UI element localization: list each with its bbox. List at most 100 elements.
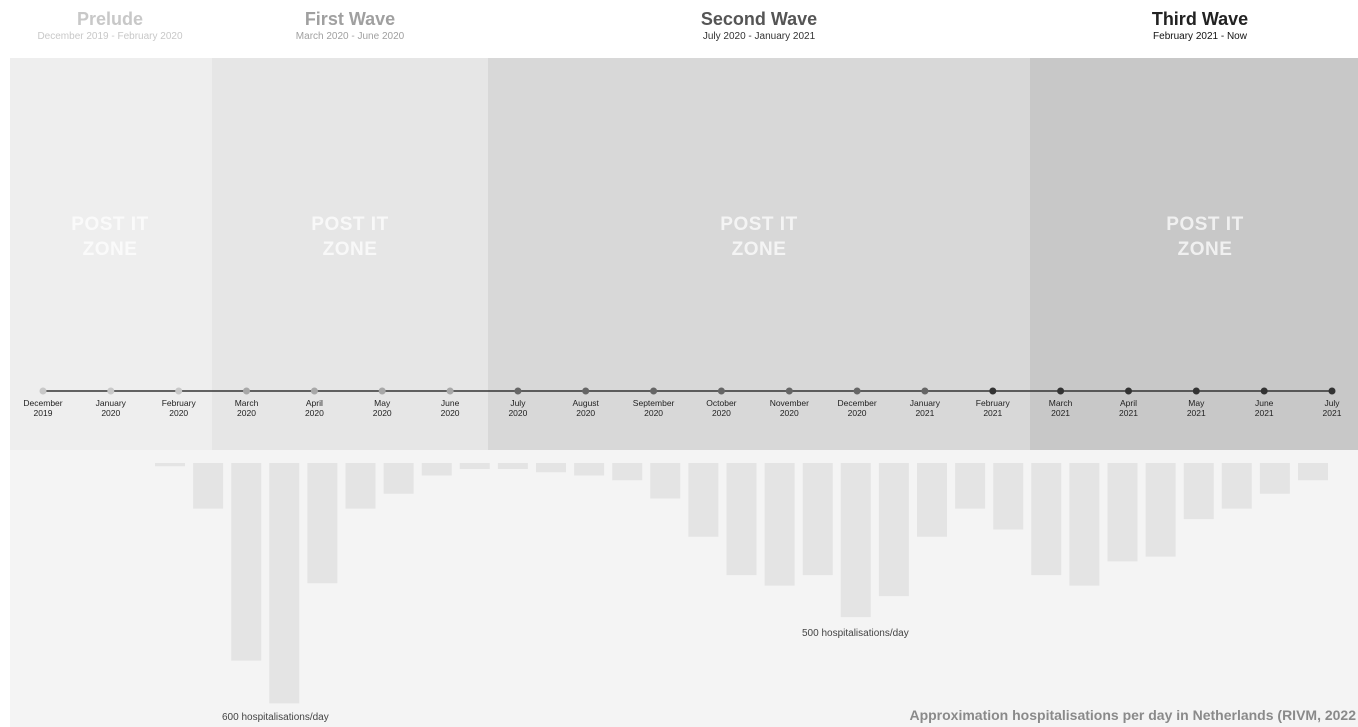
post-it-zone-line: ZONE [322,239,378,260]
timeline-month-label: May 2021 [1187,398,1206,418]
hospitalisation-bar [802,463,833,576]
timeline-dot [378,387,386,395]
post-it-zone-label: POST IT ZONE [659,212,859,262]
timeline-month-label: April 2021 [1119,398,1138,418]
wave-title: Second Wave [700,9,818,29]
wave-zone-3 [488,58,1030,450]
timeline-month-label: September 2020 [633,398,675,418]
timeline-dot [175,387,183,395]
post-it-zone-line: POST IT [71,214,149,235]
wave-zone-2 [212,58,488,450]
hospitalisation-bar [1221,463,1252,509]
hospitalisation-bar [574,463,605,476]
wave-header: Third Wave February 2021 - Now [1152,8,1248,44]
timeline-month-label: January 2020 [96,398,127,418]
timeline-month-label: June 2021 [1255,398,1274,418]
timeline-dot [717,387,725,395]
post-it-zone-line: ZONE [1177,239,1233,260]
post-it-zone-label: POST IT ZONE [10,212,210,262]
wave-zone-4 [1030,58,1358,450]
wave-date-range: March 2020 - June 2020 [295,31,405,42]
timeline-dot [650,387,658,395]
timeline-month-label: December 2019 [23,398,62,418]
hospitalisation-bar [764,463,795,586]
hospitalisation-bar [307,463,338,584]
hospitalisation-bar [345,463,376,509]
hospitalisation-bar [1145,463,1176,557]
hospitalisation-bar [1031,463,1062,576]
post-it-zone-line: POST IT [720,214,798,235]
hospitalisation-bar [1259,463,1290,494]
timeline-dot [921,387,929,395]
hospitalisation-bar [840,463,871,618]
hospitalisation-bar [612,463,643,481]
hospitalisation-bar [955,463,986,509]
post-it-zone-label: POST IT ZONE [1105,212,1305,262]
hospitalisation-bar [497,463,528,469]
wave-header: Prelude December 2019 - February 2020 [37,8,182,44]
peak-annotation-first-wave: 600 hospitalisations/day [222,712,329,723]
wave-title: Prelude [76,9,144,29]
timeline-dot [1057,387,1065,395]
timeline-month-label: June 2020 [441,398,460,418]
peak-annotation-second-wave: 500 hospitalisations/day [802,628,909,639]
wave-date-range: December 2019 - February 2020 [37,31,183,42]
hospitalisation-bar [155,463,185,467]
hospitalisation-bar [1183,463,1214,520]
wave-date-range: February 2021 - Now [1153,31,1247,42]
timeline-dot [582,387,590,395]
wave-header: First Wave March 2020 - June 2020 [296,8,404,44]
hospitalisation-bar [726,463,757,576]
timeline-month-label: July 2020 [508,398,527,418]
hospitalisation-bar [1069,463,1100,586]
timeline-dot [107,387,115,395]
timeline-dot [785,387,793,395]
hospitalisation-bar [193,463,224,509]
timeline-month-label: July 2021 [1323,398,1342,418]
hospitalisation-bar [688,463,719,537]
wave-title: First Wave [304,9,396,29]
timeline-month-label: February 2021 [976,398,1011,418]
timeline-dot [514,387,522,395]
source-caption: Approximation hospitalisations per day i… [909,707,1356,723]
post-it-zone-line: POST IT [311,214,389,235]
timeline-month-label: February 2020 [162,398,197,418]
timeline-month-label: October 2020 [706,398,736,418]
wave-date-range: July 2020 - January 2021 [702,31,816,42]
hospitalisation-bar [383,463,414,494]
hospitalisation-bar [231,463,262,661]
timeline-dot [310,387,318,395]
timeline-dot [1192,387,1200,395]
timeline-month-label: May 2020 [373,398,392,418]
post-it-zone-line: POST IT [1166,214,1244,235]
timeline-dot [39,387,47,395]
post-it-zone-line: ZONE [731,239,787,260]
timeline-dot [1260,387,1268,395]
post-it-zone-label: POST IT ZONE [250,212,450,262]
timeline-dot [1125,387,1132,395]
timeline-dot [989,387,997,395]
timeline-month-label: August 2020 [572,398,599,418]
wave-zone-1 [10,58,212,450]
timeline-dot [446,387,454,395]
hospitalisation-bar [1298,463,1328,481]
hospitalisation-bar [1107,463,1138,562]
hospitalisation-bar [421,463,452,476]
hospitalisation-bar [878,463,909,597]
wave-title: Third Wave [1151,9,1249,29]
hospitalisation-bar [917,463,947,537]
timeline-month-label: November 2020 [770,398,809,418]
timeline-dot [1328,387,1336,395]
timeline-month-label: January 2021 [910,398,941,418]
timeline-dot [853,387,861,395]
timeline-dot [243,387,250,395]
hospitalisation-bar [650,463,681,499]
timeline-month-label: March 2020 [235,398,259,418]
hospitalisation-bar [993,463,1024,530]
timeline-month-label: December 2020 [837,398,876,418]
timeline-month-label: April 2020 [305,398,324,418]
hospitalisation-bar [269,463,300,704]
hospitalisation-bar [459,463,490,469]
